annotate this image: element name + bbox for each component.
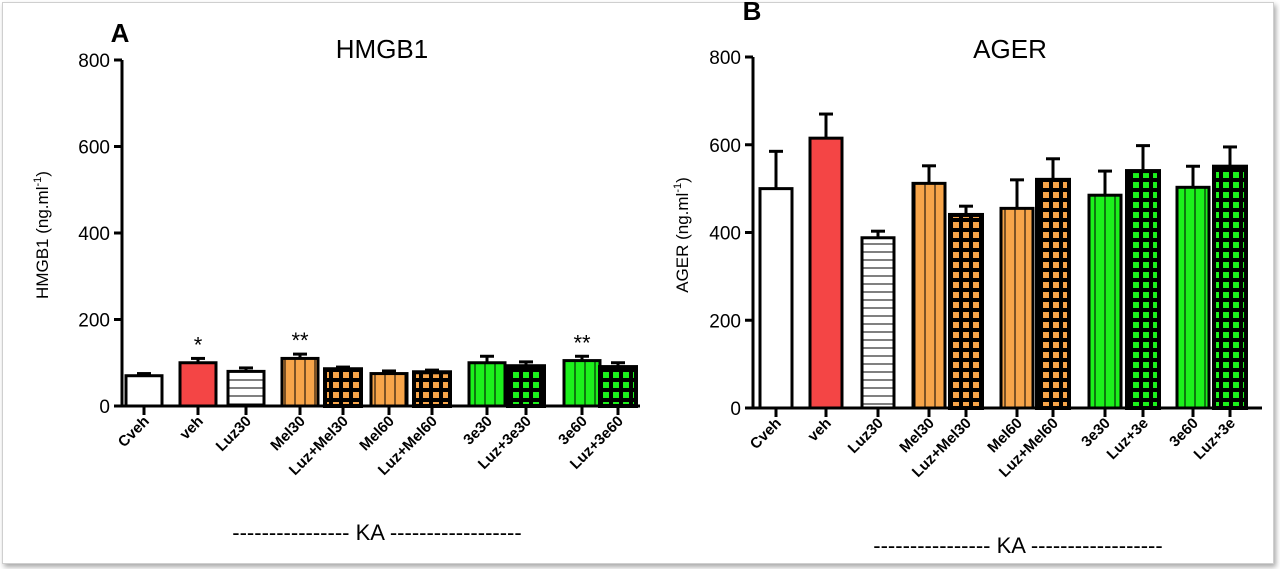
bar-Luz+Mel60: [412, 370, 452, 409]
y-tick-label: 0: [99, 397, 110, 418]
y-tick-label: 600: [78, 138, 110, 159]
x-tick-label: Luz+3e: [1191, 415, 1239, 463]
bar-Mel30: [911, 181, 947, 410]
y-tick-label: 200: [78, 311, 110, 332]
x-tick-label: veh: [805, 415, 835, 445]
bar-Luz+3e60: [598, 365, 638, 409]
bar-Mel30: [280, 356, 320, 408]
group-label: ---------------- KA ------------------: [232, 520, 521, 545]
chart-panel-B: B AGER AGER (ng.ml-1) 0 200 400 600 800 Cveh veh L…: [672, 0, 1262, 558]
bar-Luz+Mel30: [323, 367, 363, 408]
bar-3e60: [1175, 185, 1211, 410]
group-label: ---------------- KA ------------------: [873, 533, 1162, 558]
x-tick-label: Cveh: [747, 415, 785, 453]
y-axis-label-close: ): [673, 177, 692, 183]
y-axis-label: AGER (ng.ml-1): [672, 177, 692, 293]
y-tick-label: 800: [709, 48, 741, 69]
significance-marker: *: [194, 332, 203, 357]
bar-3e30: [467, 361, 507, 408]
y-tick-label: 800: [78, 51, 110, 72]
bar-Luz30: [860, 236, 896, 410]
bar-3e30: [1087, 193, 1123, 410]
significance-marker: **: [573, 330, 591, 355]
x-tick-label: Mel30: [267, 413, 309, 455]
bar-Luz30: [226, 369, 266, 408]
y-axis-label-close: ): [33, 171, 52, 177]
panel-label: B: [743, 0, 762, 26]
bar-veh: [178, 361, 218, 408]
bar-Mel60: [999, 206, 1035, 410]
bar-Mel60: [369, 372, 409, 408]
panel-label: A: [111, 18, 130, 48]
y-axis-label-sup: -1: [32, 177, 44, 187]
y-tick-label: 400: [78, 224, 110, 245]
x-tick-label: Cveh: [115, 413, 153, 451]
bar-Luz+3e: [1125, 169, 1161, 410]
chart-title: AGER: [973, 34, 1047, 64]
bar-Luz+3e30: [506, 364, 546, 408]
significance-marker: **: [291, 328, 309, 353]
y-axis-label-sup: -1: [672, 183, 684, 193]
bar-veh: [808, 136, 844, 410]
chart-title: HMGB1: [336, 34, 428, 64]
y-tick-label: 600: [709, 136, 741, 157]
y-tick-label: 200: [709, 311, 741, 332]
y-tick-label: 0: [730, 399, 741, 420]
bar-Luz+Mel30: [948, 212, 984, 410]
bar-Cveh: [758, 187, 794, 410]
y-tick-label: 400: [709, 224, 741, 245]
bar-Cveh: [124, 374, 164, 408]
x-tick-label: Luz30: [845, 415, 887, 457]
bar-3e60: [562, 359, 602, 408]
bar-Luz+3e: [1212, 164, 1248, 410]
x-tick-label: Luz+3e: [1104, 415, 1152, 463]
x-tick-label: Luz30: [213, 413, 255, 455]
bar-Luz+Mel60: [1035, 177, 1071, 410]
x-tick-label: Mel60: [356, 413, 398, 455]
x-tick-label: veh: [177, 413, 207, 443]
x-tick-label: 3e30: [460, 413, 496, 449]
chart-panel-A: A HMGB1 HMGB1 (ng.ml-1) 0 200 400 600 800 Cveh ve…: [32, 18, 640, 545]
y-axis-label: HMGB1 (ng.ml-1): [32, 171, 52, 299]
